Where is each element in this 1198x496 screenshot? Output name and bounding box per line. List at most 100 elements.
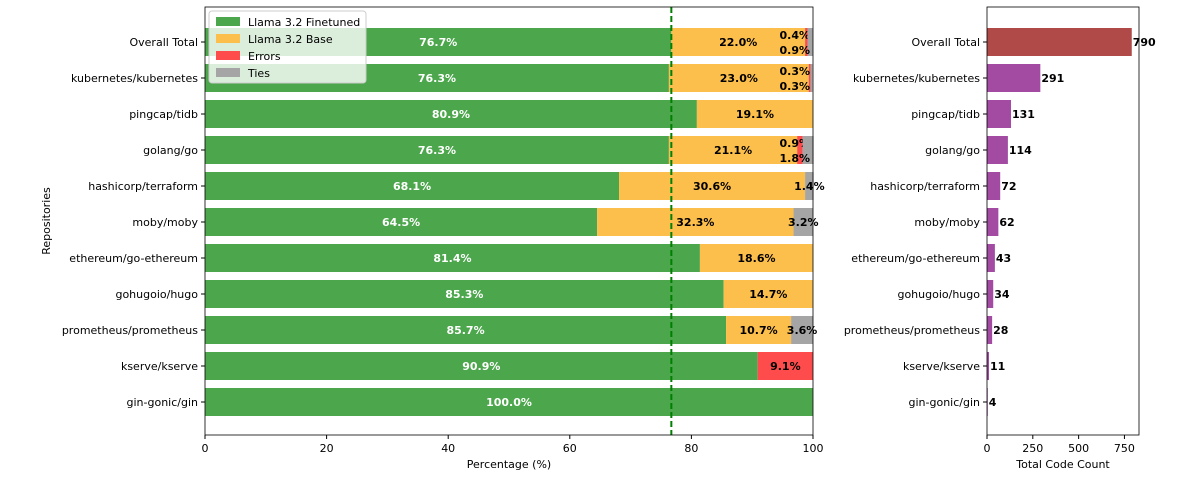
data-label: 1.8% — [779, 152, 810, 165]
bar-segment — [597, 208, 794, 236]
y-tick-label: Overall Total — [912, 36, 981, 49]
bar-segment — [807, 28, 813, 56]
count-label: 62 — [999, 216, 1014, 229]
count-bar — [987, 100, 1012, 128]
x-axis-label: Total Code Count — [1015, 458, 1110, 471]
y-axis-label: Repositories — [40, 187, 53, 255]
axes-frame — [986, 6, 1140, 436]
data-label: 85.3% — [445, 288, 483, 301]
legend-label: Llama 3.2 Finetuned — [248, 16, 360, 29]
x-tick-label: 0 — [202, 442, 209, 455]
data-label: 21.1% — [714, 144, 752, 157]
count-label: 28 — [993, 324, 1008, 337]
y-tick-label: kubernetes/kubernetes — [853, 72, 980, 85]
bar-segment — [668, 136, 798, 164]
count-bar — [987, 28, 1132, 56]
data-label: 30.6% — [693, 180, 731, 193]
count-label: 72 — [1001, 180, 1016, 193]
x-tick-label: 100 — [803, 442, 824, 455]
data-label: 0.3% — [779, 80, 810, 93]
count-bar — [987, 280, 994, 308]
bar-segment — [205, 172, 620, 200]
y-tick-label: gin-gonic/gin — [127, 396, 199, 409]
y-tick-label: kserve/kserve — [121, 360, 198, 373]
count-bar — [987, 136, 1008, 164]
bar-segment — [205, 280, 724, 308]
bar-segment — [619, 172, 806, 200]
bar-segment — [696, 100, 813, 128]
y-tick-label: gohugoio/hugo — [115, 288, 198, 301]
y-tick-label: pingcap/tidb — [911, 108, 980, 121]
legend-label: Errors — [248, 50, 281, 63]
legend-swatch — [216, 17, 240, 26]
count-bar — [987, 244, 995, 272]
y-tick-label: hashicorp/terraform — [88, 180, 198, 193]
legend-box — [208, 10, 367, 84]
y-tick-label: gin-gonic/gin — [909, 396, 981, 409]
count-label: 4 — [989, 396, 997, 409]
legend-swatch — [216, 51, 240, 60]
x-tick-label: 500 — [1068, 442, 1089, 455]
bar-segment — [797, 136, 803, 164]
data-label: 0.4% — [779, 29, 810, 42]
bar-segment — [205, 208, 598, 236]
count-bar — [987, 64, 1041, 92]
bar-segment — [671, 28, 806, 56]
bar-segment — [205, 100, 697, 128]
y-tick-label: golang/go — [925, 144, 980, 157]
y-tick-label: hashicorp/terraform — [870, 180, 980, 193]
x-tick-label: 40 — [441, 442, 455, 455]
y-tick-label: golang/go — [143, 144, 198, 157]
bar-segment — [810, 64, 813, 92]
count-bar — [987, 316, 993, 344]
y-tick-label: prometheus/prometheus — [844, 324, 980, 337]
data-label: 22.0% — [719, 36, 757, 49]
bar-segment — [668, 64, 809, 92]
count-label: 131 — [1012, 108, 1035, 121]
data-label: 14.7% — [749, 288, 787, 301]
bar-segment — [791, 316, 813, 344]
data-label: 0.9% — [779, 44, 810, 57]
data-label: 85.7% — [446, 324, 484, 337]
bar-segment — [723, 280, 813, 308]
data-label: 9.1% — [770, 360, 801, 373]
data-label: 18.6% — [737, 252, 775, 265]
data-label: 23.0% — [720, 72, 758, 85]
y-tick-label: moby/moby — [914, 216, 980, 229]
x-tick-label: 20 — [320, 442, 334, 455]
data-label: 10.7% — [739, 324, 777, 337]
y-tick-label: ethereum/go-ethereum — [69, 252, 198, 265]
data-label: 68.1% — [393, 180, 431, 193]
count-bar — [987, 352, 990, 380]
data-label: 76.3% — [418, 72, 456, 85]
count-label: 43 — [996, 252, 1011, 265]
y-tick-label: pingcap/tidb — [129, 108, 198, 121]
y-tick-label: ethereum/go-ethereum — [851, 252, 980, 265]
data-label: 100.0% — [486, 396, 532, 409]
bar-segment — [805, 172, 814, 200]
count-label: 11 — [990, 360, 1005, 373]
legend-swatch — [216, 34, 240, 43]
legend-swatch — [216, 68, 240, 77]
y-tick-label: kserve/kserve — [903, 360, 980, 373]
bar-segment — [205, 244, 700, 272]
count-bar — [987, 172, 1001, 200]
bar-segment — [805, 28, 808, 56]
bar-segment — [808, 64, 811, 92]
bar-segment — [802, 136, 814, 164]
bar-segment — [205, 136, 669, 164]
y-tick-label: moby/moby — [132, 216, 198, 229]
data-label: 0.9% — [779, 137, 810, 150]
legend-label: Llama 3.2 Base — [248, 33, 333, 46]
data-label: 3.2% — [788, 216, 819, 229]
data-label: 32.3% — [676, 216, 714, 229]
y-tick-label: kubernetes/kubernetes — [71, 72, 198, 85]
x-tick-label: 60 — [563, 442, 577, 455]
legend: Llama 3.2 Finetuned Llama 3.2 Base Errors T… — [208, 10, 367, 84]
data-label: 3.6% — [787, 324, 818, 337]
data-label: 80.9% — [432, 108, 470, 121]
x-tick-label: 80 — [684, 442, 698, 455]
legend-label: Ties — [247, 67, 270, 80]
